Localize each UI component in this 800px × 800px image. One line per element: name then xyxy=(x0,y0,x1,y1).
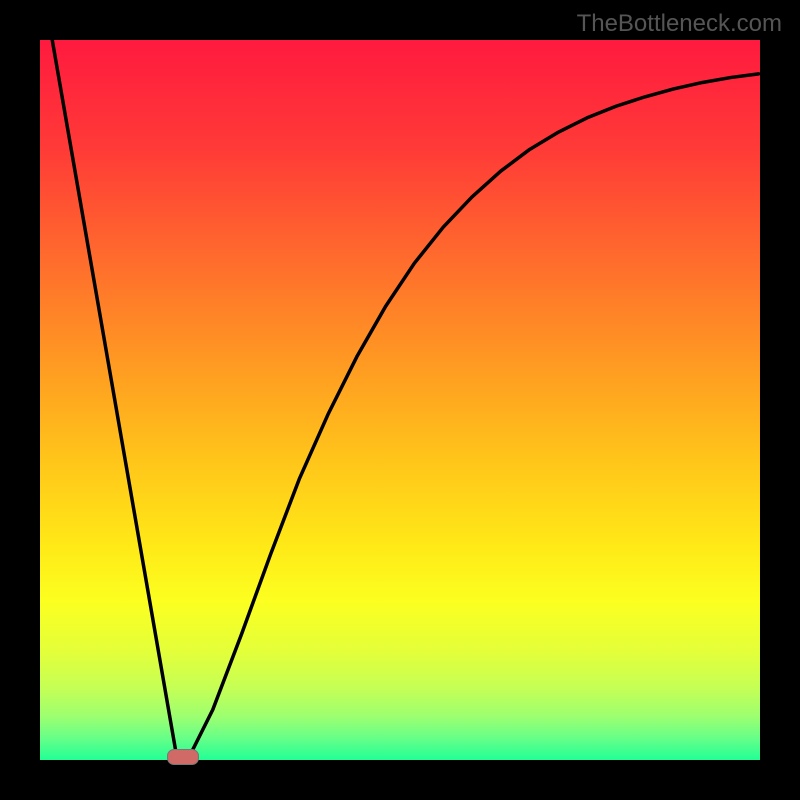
attribution-text: TheBottleneck.com xyxy=(577,10,782,38)
plot-area xyxy=(40,40,760,760)
bottleneck-curve xyxy=(52,40,758,757)
chart-outer-frame: TheBottleneck.com xyxy=(0,0,800,800)
minimum-marker xyxy=(167,749,199,765)
curve-svg xyxy=(40,40,760,760)
